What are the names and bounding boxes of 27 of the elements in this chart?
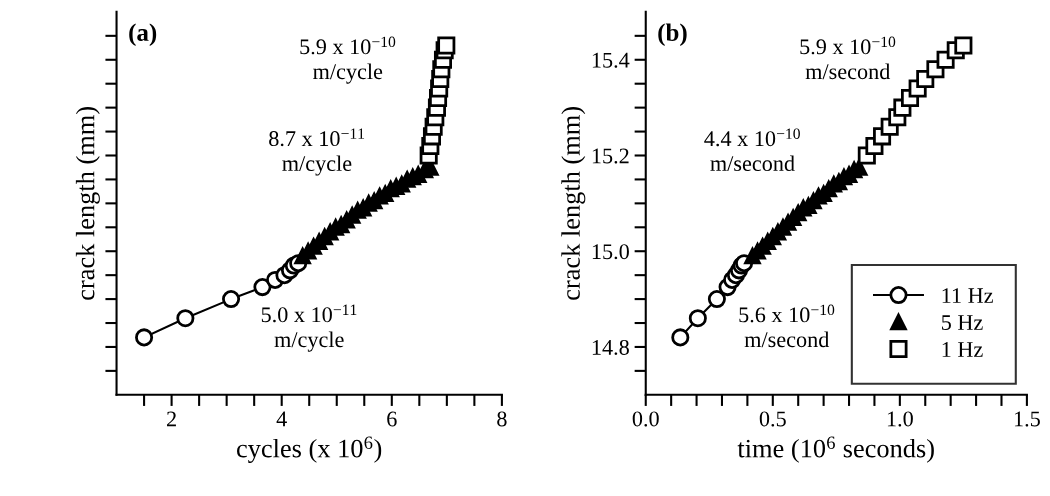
annotation: 5.9 x 10$^{−10}$ m/second bbox=[800, 36, 896, 80]
y-tick-label: 15.0 bbox=[592, 244, 629, 260]
x-tick-label: 1.5 bbox=[1014, 411, 1040, 427]
legend-label: 1 Hz bbox=[942, 342, 983, 357]
x-tick-label: 0.5 bbox=[759, 411, 786, 427]
chart-title: (a) bbox=[129, 23, 157, 47]
x-tick-label: 1.0 bbox=[887, 411, 913, 427]
y-axis-title: crack length (mm) bbox=[561, 107, 586, 300]
annotation: 5.6 x 10$^{−10}$ m/second bbox=[739, 304, 835, 348]
legend-label: 11 Hz bbox=[942, 288, 993, 303]
y-tick-label: 15.4 bbox=[592, 52, 630, 68]
annotation: 5.0 x 10$^{−11}$ m/cycle bbox=[261, 304, 357, 352]
chart-title: (b) bbox=[658, 23, 687, 47]
annotation: 4.4 x 10$^{−10}$ m/second bbox=[704, 128, 800, 172]
x-tick-label: 8 bbox=[497, 411, 507, 427]
y-axis-title: crack length (mm) bbox=[75, 107, 100, 300]
x-tick-label: 6 bbox=[387, 411, 397, 427]
y-tick-label: 14.8 bbox=[592, 339, 629, 355]
annotation: 5.9 x 10$^{−10}$ m/cycle bbox=[300, 36, 396, 84]
x-axis-title: time (10$^{6}$ seconds) bbox=[737, 436, 934, 463]
y-tick-label: 15.2 bbox=[592, 148, 629, 164]
x-tick-label: 2 bbox=[167, 411, 176, 427]
legend-label: 5 Hz bbox=[942, 315, 983, 331]
x-axis-title: cycles (x 10$^{6}$) bbox=[237, 436, 382, 463]
annotation: 8.7 x 10$^{−11}$ m/cycle bbox=[269, 128, 365, 176]
x-tick-label: 0.0 bbox=[632, 411, 659, 427]
x-tick-label: 4 bbox=[276, 411, 287, 427]
